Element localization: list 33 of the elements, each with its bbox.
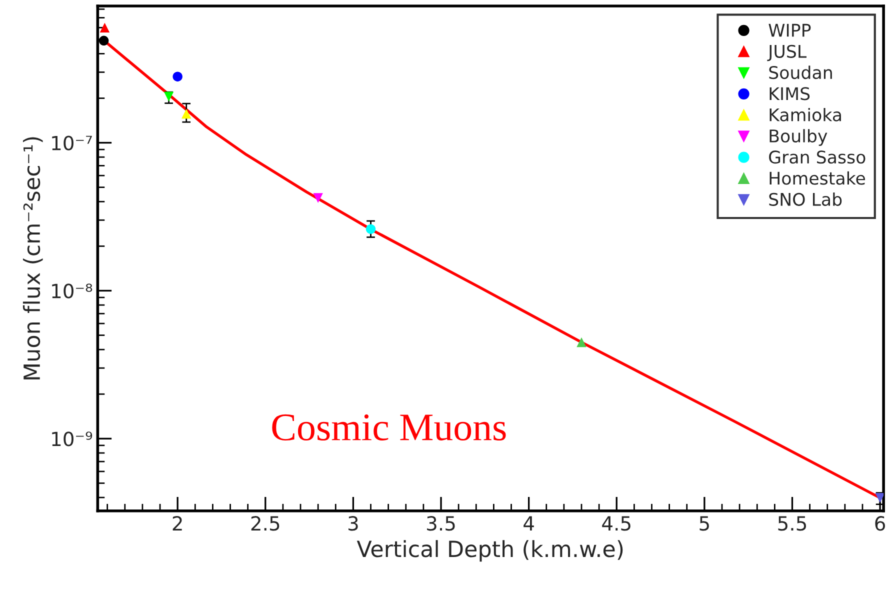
- legend-label: JUSL: [767, 44, 807, 62]
- y-tick-label: 10⁻⁹: [52, 432, 92, 446]
- legend-label: SNO Lab: [769, 192, 842, 206]
- y-axis-title: Muon flux (cm⁻²sec⁻¹): [22, 137, 43, 380]
- y-tick-label: 10⁻⁷: [52, 136, 92, 150]
- point: [875, 492, 884, 503]
- x-tick-label: 2: [172, 516, 182, 530]
- legend-label: Homestake: [770, 171, 866, 185]
- x-tick-label: 3.5: [427, 516, 455, 531]
- x-tick-label: 5.5: [778, 516, 806, 531]
- x-tick-label: 5: [700, 516, 709, 531]
- legend-label: Kamioka: [770, 108, 841, 122]
- x-tick-label: 3: [348, 516, 358, 531]
- x-tick-label: 4: [524, 516, 534, 530]
- x-tick-label: 4.5: [602, 516, 630, 531]
- point: [172, 72, 182, 82]
- legend-label: Boulby: [770, 129, 828, 146]
- x-axis-title: Vertical Depth (k.m.w.e): [356, 540, 623, 562]
- annotation: Cosmic Muons: [272, 414, 506, 441]
- legend-label: Gran Sasso: [769, 150, 866, 164]
- legend-label: KIMS: [770, 87, 810, 100]
- point: [164, 92, 174, 102]
- legend-label: Soudan: [769, 66, 832, 80]
- y-tick-label: 10⁻⁸: [52, 284, 92, 298]
- legend-label: WIPP: [768, 24, 811, 37]
- point: [182, 108, 192, 119]
- x-tick-label: 6: [875, 516, 886, 531]
- point: [366, 224, 376, 234]
- point: [98, 36, 109, 46]
- x-tick-label: 2.5: [251, 516, 280, 531]
- point: [313, 193, 323, 203]
- point: [100, 22, 110, 32]
- point: [576, 337, 586, 348]
